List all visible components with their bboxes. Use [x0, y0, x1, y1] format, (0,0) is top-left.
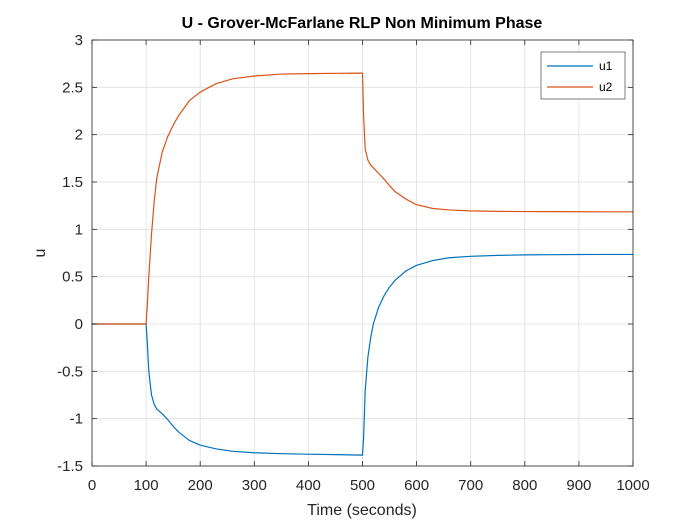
legend: u1 u2: [540, 51, 626, 100]
x-tick-label: 100: [134, 477, 159, 494]
x-tick-label: 300: [242, 477, 267, 494]
x-tick-label: 1000: [616, 477, 649, 494]
x-tick-label: 200: [188, 477, 213, 494]
legend-box: [540, 51, 626, 100]
ticks: 0 100 200 300 400 500 600 700 800 900 1000 -1.5 -1 -0…: [57, 32, 650, 494]
y-axis-label: u: [32, 249, 49, 258]
y-tick-label: 1: [75, 221, 83, 238]
x-tick-label: 600: [404, 477, 429, 494]
legend-label-u2: u2: [599, 80, 613, 94]
y-tick-label: 3: [75, 32, 83, 49]
y-tick-label: -0.5: [57, 363, 83, 380]
legend-label-u1: u1: [599, 59, 613, 73]
y-tick-label: 0: [75, 316, 83, 333]
chart-title: U - Grover-McFarlane RLP Non Minimum Pha…: [182, 15, 543, 32]
series-line-u1: [91, 253, 634, 456]
x-tick-label: 900: [566, 477, 591, 494]
x-tick-label: 400: [296, 477, 321, 494]
y-tick-label: -1.5: [57, 458, 83, 475]
x-tick-label: 500: [350, 477, 375, 494]
y-tick-label: 1.5: [62, 174, 83, 191]
x-tick-label: 0: [88, 477, 96, 494]
y-tick-label: -1: [70, 411, 83, 428]
x-tick-label: 800: [512, 477, 537, 494]
y-tick-label: 2.5: [62, 79, 83, 96]
x-axis-label: Time (seconds): [307, 502, 417, 519]
series-layer: [91, 72, 634, 456]
y-tick-label: 0.5: [62, 269, 83, 286]
y-tick-label: 2: [75, 127, 83, 144]
series-line-u2: [91, 72, 634, 325]
x-tick-label: 700: [458, 477, 483, 494]
